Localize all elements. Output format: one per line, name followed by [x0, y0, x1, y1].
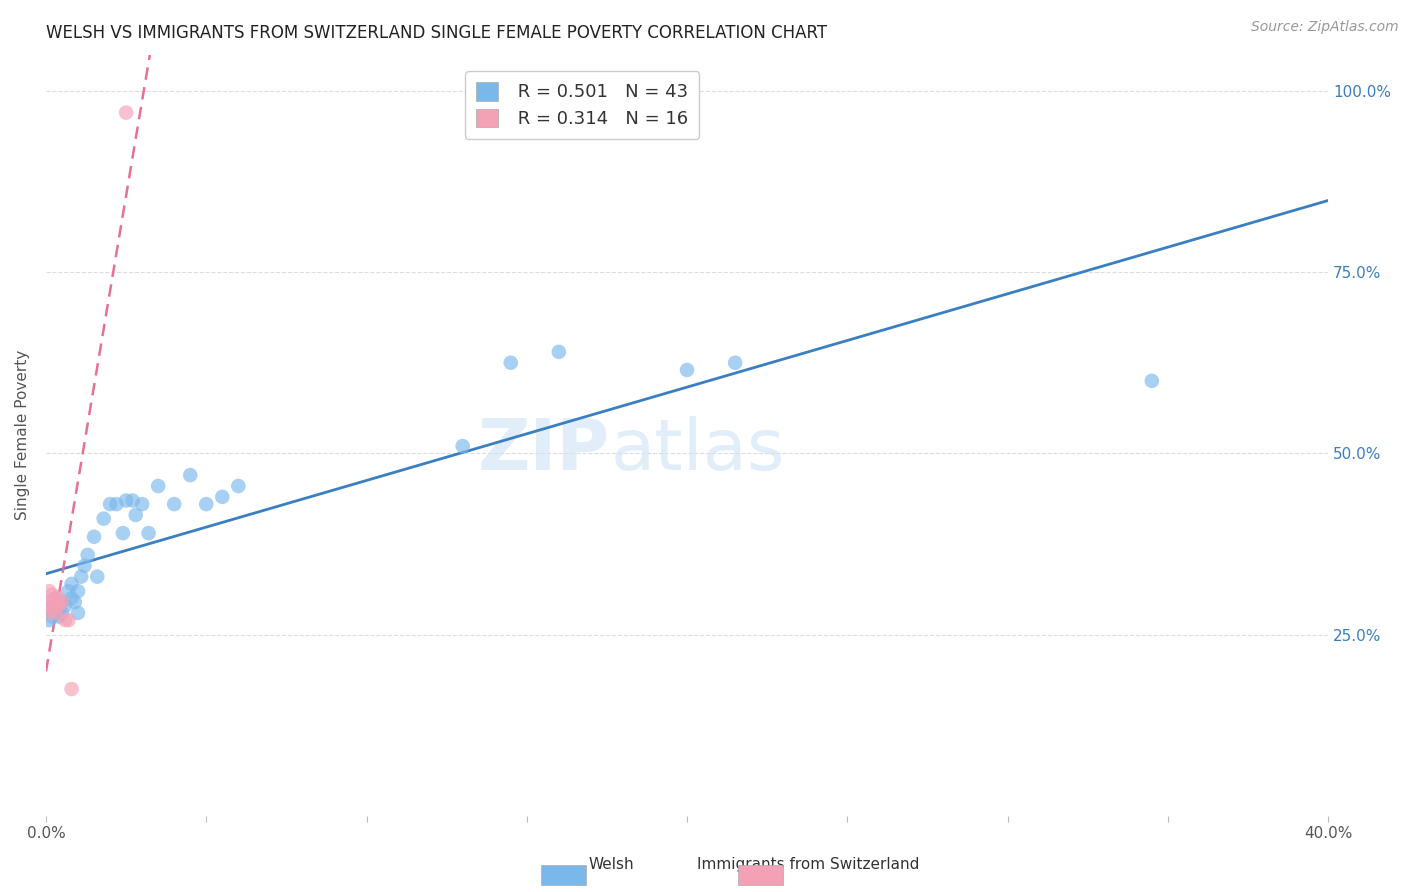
Point [58, 584, 80, 599]
Legend:  R = 0.501   N = 43,  R = 0.314   N = 16: R = 0.501 N = 43, R = 0.314 N = 16 [465, 71, 699, 139]
Point [111, 526, 134, 541]
Point [547, 344, 569, 359]
Point [48, 591, 70, 606]
Point [60, 577, 83, 591]
Point [1140, 374, 1163, 388]
Text: WELSH VS IMMIGRANTS FROM SWITZERLAND SINGLE FEMALE POVERTY CORRELATION CHART: WELSH VS IMMIGRANTS FROM SWITZERLAND SIN… [46, 24, 827, 42]
Point [66, 606, 89, 620]
Point [53, 613, 76, 627]
Point [48, 602, 70, 616]
Point [45, 591, 67, 606]
Point [45, 606, 67, 620]
Point [41, 599, 63, 613]
Point [93, 511, 115, 525]
Point [226, 479, 249, 493]
Point [76, 548, 98, 562]
Point [63, 595, 86, 609]
Point [146, 479, 169, 493]
Point [38, 595, 60, 609]
Point [451, 439, 474, 453]
Point [115, 493, 138, 508]
Y-axis label: Single Female Poverty: Single Female Poverty [15, 351, 30, 520]
Point [98, 497, 121, 511]
Point [58, 613, 80, 627]
Point [115, 105, 138, 120]
Point [676, 363, 699, 377]
Point [41, 602, 63, 616]
Point [45, 591, 67, 606]
Point [41, 588, 63, 602]
Point [38, 613, 60, 627]
Point [51, 595, 73, 609]
Point [38, 584, 60, 599]
Point [41, 595, 63, 609]
Point [45, 599, 67, 613]
Point [70, 569, 93, 583]
Point [125, 508, 148, 522]
Text: Source: ZipAtlas.com: Source: ZipAtlas.com [1251, 20, 1399, 34]
Point [138, 526, 160, 541]
Point [41, 609, 63, 624]
Point [179, 468, 201, 483]
Point [211, 490, 233, 504]
Point [51, 595, 73, 609]
Point [51, 606, 73, 620]
Point [195, 497, 218, 511]
Point [60, 681, 83, 696]
Point [724, 356, 747, 370]
Point [121, 493, 143, 508]
Point [48, 609, 70, 624]
Point [83, 530, 105, 544]
Point [38, 602, 60, 616]
Text: ZIP: ZIP [478, 416, 610, 485]
Point [105, 497, 128, 511]
Point [163, 497, 186, 511]
Point [86, 569, 108, 583]
Text: atlas: atlas [610, 416, 785, 485]
Text: Immigrants from Switzerland: Immigrants from Switzerland [697, 857, 920, 872]
Point [45, 602, 67, 616]
Point [53, 599, 76, 613]
Point [66, 584, 89, 599]
Point [73, 558, 96, 573]
Text: Welsh: Welsh [589, 857, 634, 872]
Point [60, 591, 83, 606]
Point [48, 599, 70, 613]
Point [38, 606, 60, 620]
Point [131, 497, 153, 511]
Point [499, 356, 522, 370]
